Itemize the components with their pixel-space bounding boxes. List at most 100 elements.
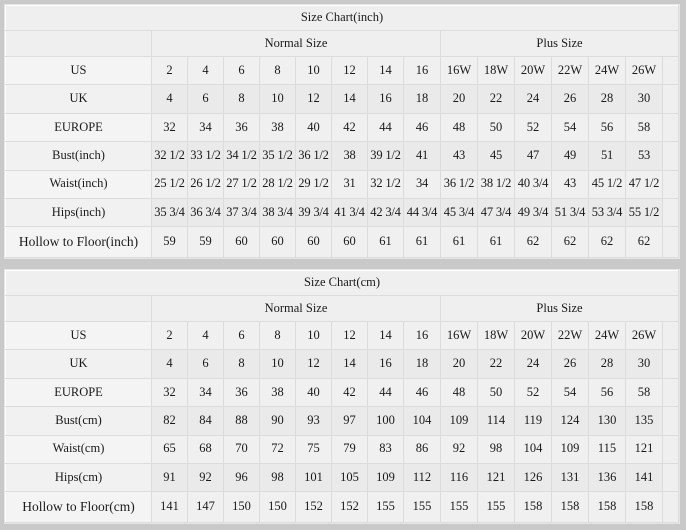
cell-value: 97 bbox=[331, 406, 368, 436]
cell-value: 93 bbox=[295, 406, 332, 436]
cell-value: 42 bbox=[331, 112, 368, 143]
row-label-bust: Bust(inch) bbox=[5, 141, 152, 171]
cell-value: 8 bbox=[259, 320, 296, 351]
cell-value: 18 bbox=[403, 84, 441, 114]
cell-value: 86 bbox=[403, 434, 441, 465]
table-row: Hollow to Floor(inch) 59 59 60 60 60 60 … bbox=[5, 226, 679, 258]
size-chart-inch: Size Chart(inch) Normal Size Plus Size U… bbox=[4, 4, 680, 259]
cell-value: 43 bbox=[440, 141, 478, 171]
cell-value: 59 bbox=[151, 226, 188, 258]
cell-value: 40 3/4 bbox=[514, 169, 552, 200]
table-row: Waist(cm) 65 68 70 72 75 79 83 86 92 98 … bbox=[5, 434, 679, 465]
cell-value: 39 3/4 bbox=[295, 198, 332, 228]
cell-value: 38 bbox=[259, 377, 296, 408]
cell-value: 114 bbox=[477, 406, 515, 436]
cell-value: 44 3/4 bbox=[403, 198, 441, 228]
row-label-hips: Hips(inch) bbox=[5, 198, 152, 228]
cell-value: 12 bbox=[331, 320, 368, 351]
chart-title: Size Chart(inch) bbox=[5, 5, 679, 31]
cell-value: 45 3/4 bbox=[440, 198, 478, 228]
group-normal-size: Normal Size bbox=[151, 30, 441, 57]
cell-value: 130 bbox=[588, 406, 626, 436]
cell-value: 46 bbox=[403, 377, 441, 408]
cell-value: 51 3/4 bbox=[551, 198, 589, 228]
row-label-waist: Waist(cm) bbox=[5, 434, 152, 465]
table-body-cm: Size Chart(cm) Normal Size Plus Size US … bbox=[5, 270, 679, 523]
cell-value: 141 bbox=[151, 491, 188, 523]
cell-value: 38 bbox=[331, 141, 368, 171]
cell-value: 12 bbox=[295, 349, 332, 379]
row-tail bbox=[662, 141, 679, 171]
cell-value: 46 bbox=[403, 112, 441, 143]
cell-value: 48 bbox=[440, 112, 478, 143]
cell-value: 104 bbox=[514, 434, 552, 465]
table-row: Bust(cm) 82 84 88 90 93 97 100 104 109 1… bbox=[5, 406, 679, 436]
cell-value: 124 bbox=[551, 406, 589, 436]
cell-value: 22 bbox=[477, 84, 515, 114]
cell-value: 59 bbox=[187, 226, 224, 258]
cell-value: 112 bbox=[403, 463, 441, 493]
cell-value: 56 bbox=[588, 377, 626, 408]
cell-value: 10 bbox=[295, 55, 332, 86]
cell-value: 158 bbox=[514, 491, 552, 523]
cell-value: 2 bbox=[151, 55, 188, 86]
cell-value: 6 bbox=[187, 349, 224, 379]
group-corner-cell bbox=[5, 295, 152, 322]
cell-value: 54 bbox=[551, 112, 589, 143]
cell-value: 38 3/4 bbox=[259, 198, 296, 228]
cell-value: 150 bbox=[223, 491, 260, 523]
cell-value: 16 bbox=[403, 320, 441, 351]
cell-value: 50 bbox=[477, 377, 515, 408]
cell-value: 34 bbox=[403, 169, 441, 200]
cell-value: 36 1/2 bbox=[295, 141, 332, 171]
cell-value: 62 bbox=[625, 226, 663, 258]
cell-value: 121 bbox=[477, 463, 515, 493]
cell-value: 47 3/4 bbox=[477, 198, 515, 228]
table-row: UK 4 6 8 10 12 14 16 18 20 22 24 26 28 3… bbox=[5, 84, 679, 114]
cell-value: 16 bbox=[403, 55, 441, 86]
cell-value: 26W bbox=[625, 55, 663, 86]
title-row: Size Chart(inch) bbox=[5, 5, 679, 31]
table-row: US 2 4 6 8 10 12 14 16 16W 18W 20W 22W 2… bbox=[5, 55, 679, 86]
cell-value: 36 3/4 bbox=[187, 198, 224, 228]
cell-value: 158 bbox=[588, 491, 626, 523]
cell-value: 141 bbox=[625, 463, 663, 493]
cell-value: 83 bbox=[367, 434, 404, 465]
cell-value: 48 bbox=[440, 377, 478, 408]
size-table-inch: Size Chart(inch) Normal Size Plus Size U… bbox=[5, 5, 679, 258]
row-label-hollow-to-floor: Hollow to Floor(inch) bbox=[5, 226, 152, 258]
cell-value: 16W bbox=[440, 55, 478, 86]
cell-value: 20 bbox=[440, 349, 478, 379]
cell-value: 27 1/2 bbox=[223, 169, 260, 200]
cell-value: 121 bbox=[625, 434, 663, 465]
cell-value: 28 bbox=[588, 84, 626, 114]
cell-value: 14 bbox=[331, 349, 368, 379]
table-row: EUROPE 32 34 36 38 40 42 44 46 48 50 52 … bbox=[5, 112, 679, 143]
cell-value: 24W bbox=[588, 55, 626, 86]
cell-value: 96 bbox=[223, 463, 260, 493]
cell-value: 4 bbox=[187, 320, 224, 351]
cell-value: 28 1/2 bbox=[259, 169, 296, 200]
cell-value: 26 bbox=[551, 349, 589, 379]
table-row: Bust(inch) 32 1/2 33 1/2 34 1/2 35 1/2 3… bbox=[5, 141, 679, 171]
cell-value: 116 bbox=[440, 463, 478, 493]
cell-value: 58 bbox=[625, 377, 663, 408]
cell-value: 32 1/2 bbox=[367, 169, 404, 200]
table-row: Hips(cm) 91 92 96 98 101 105 109 112 116… bbox=[5, 463, 679, 493]
cell-value: 109 bbox=[367, 463, 404, 493]
cell-value: 54 bbox=[551, 377, 589, 408]
cell-value: 20W bbox=[514, 55, 552, 86]
cell-value: 6 bbox=[223, 320, 260, 351]
cell-value: 126 bbox=[514, 463, 552, 493]
cell-value: 147 bbox=[187, 491, 224, 523]
cell-value: 34 bbox=[187, 377, 224, 408]
cell-value: 18W bbox=[477, 320, 515, 351]
row-label-us: US bbox=[5, 320, 152, 351]
cell-value: 20W bbox=[514, 320, 552, 351]
cell-value: 14 bbox=[367, 55, 404, 86]
cell-value: 61 bbox=[367, 226, 404, 258]
cell-value: 53 3/4 bbox=[588, 198, 626, 228]
cell-value: 88 bbox=[223, 406, 260, 436]
group-plus-size: Plus Size bbox=[440, 295, 679, 322]
cell-value: 38 bbox=[259, 112, 296, 143]
